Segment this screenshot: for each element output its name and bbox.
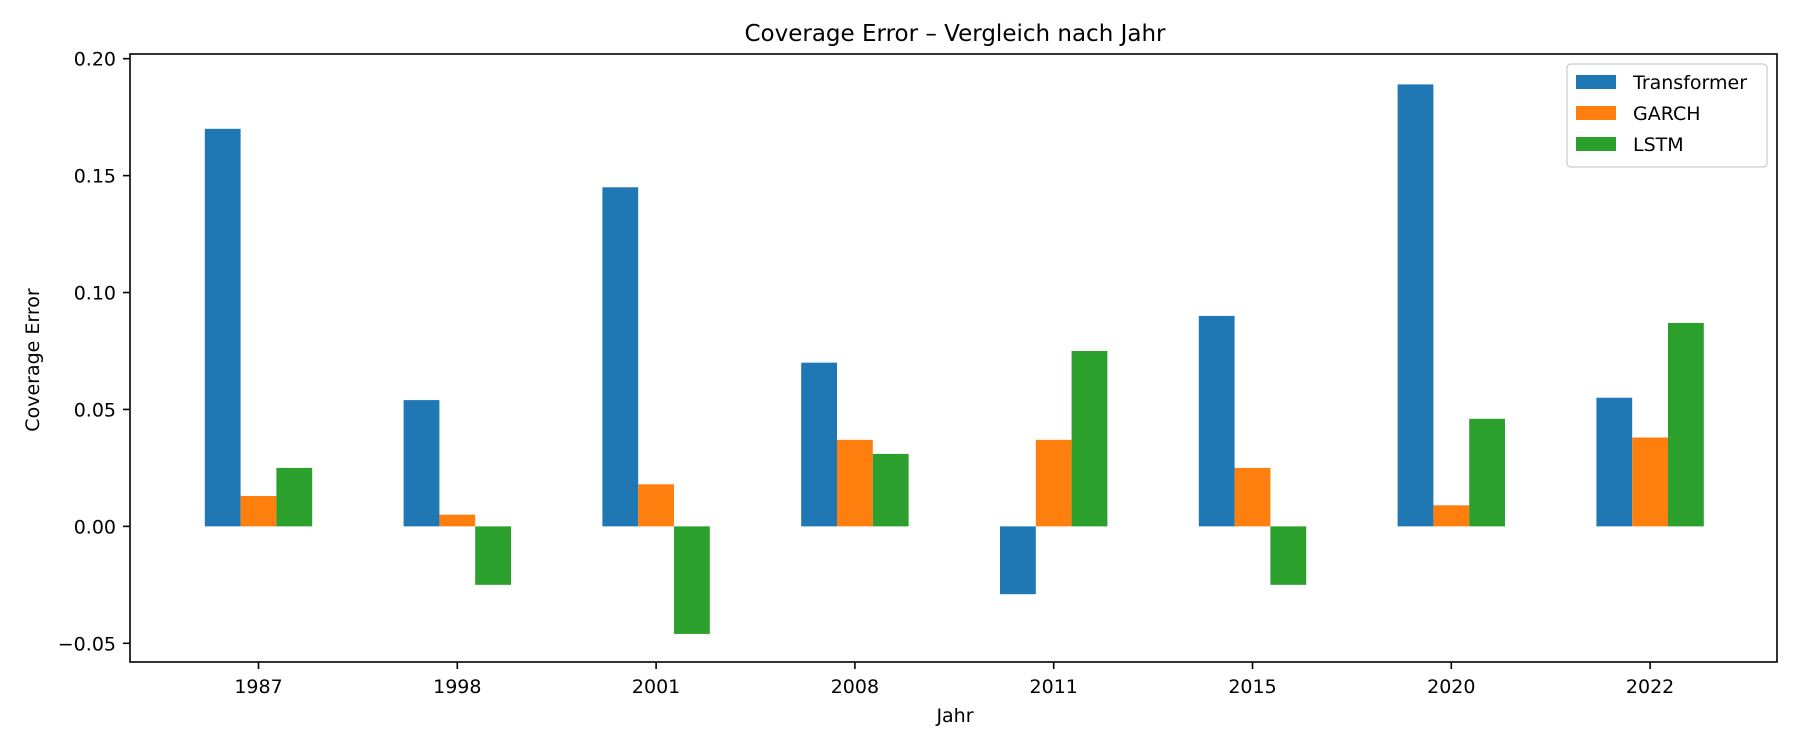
y-tick-label: −0.05 <box>58 633 116 655</box>
x-tick-label: 1987 <box>234 676 282 698</box>
bars-group <box>204 84 1704 634</box>
x-tick-label: 2011 <box>1030 676 1078 698</box>
bar-lstm-2001 <box>674 526 710 634</box>
bar-transformer-2001 <box>602 187 639 527</box>
bar-lstm-2008 <box>872 453 909 527</box>
legend-label-lstm: LSTM <box>1633 134 1684 156</box>
x-tick-label: 1998 <box>433 676 481 698</box>
y-axis: −0.05 0.00 0.05 0.10 0.15 0.20 <box>58 49 130 655</box>
legend-swatch-garch <box>1576 106 1616 120</box>
bar-garch-1987 <box>240 495 277 527</box>
legend-label-garch: GARCH <box>1633 103 1701 125</box>
y-tick-label: 0.10 <box>74 283 116 305</box>
y-axis-label: Coverage Error <box>22 288 44 432</box>
bar-transformer-2022 <box>1596 397 1633 527</box>
bar-lstm-2015 <box>1270 526 1307 585</box>
bar-transformer-2015 <box>1198 315 1235 527</box>
bar-lstm-1987 <box>276 467 313 527</box>
y-tick-label: 0.15 <box>74 166 116 188</box>
bar-transformer-1987 <box>204 128 241 527</box>
bar-transformer-1998 <box>403 400 440 527</box>
y-tick-label: 0.05 <box>74 399 116 421</box>
bar-garch-2020 <box>1433 505 1470 527</box>
x-tick-label: 2020 <box>1427 676 1475 698</box>
bar-lstm-1998 <box>475 526 511 585</box>
bar-garch-2001 <box>638 484 674 527</box>
y-tick-label: 0.00 <box>74 516 116 538</box>
x-axis: 1987 1998 2001 2008 2011 2015 2020 2022 <box>234 662 1674 698</box>
bar-transformer-2008 <box>801 362 837 527</box>
x-tick-label: 2015 <box>1228 676 1276 698</box>
legend-swatch-transformer <box>1576 75 1616 89</box>
legend: Transformer GARCH LSTM <box>1566 63 1768 168</box>
legend-swatch-lstm <box>1576 137 1616 151</box>
bar-lstm-2020 <box>1469 418 1505 527</box>
plot-frame <box>129 53 1778 663</box>
bar-garch-1998 <box>439 514 476 527</box>
bar-garch-2011 <box>1035 439 1072 527</box>
x-tick-label: 2001 <box>632 676 680 698</box>
chart-title: Coverage Error – Vergleich nach Jahr <box>744 21 1166 47</box>
x-axis-label: Jahr <box>935 705 973 727</box>
bar-lstm-2022 <box>1668 322 1704 527</box>
legend-box <box>1566 63 1768 168</box>
bar-garch-2015 <box>1234 467 1271 527</box>
bar-transformer-2011 <box>1000 526 1036 595</box>
bar-garch-2022 <box>1632 437 1668 527</box>
bar-transformer-2020 <box>1397 84 1434 527</box>
bar-garch-2008 <box>837 439 873 527</box>
y-tick-label: 0.20 <box>74 49 116 71</box>
x-tick-label: 2022 <box>1626 676 1674 698</box>
x-tick-label: 2008 <box>831 676 879 698</box>
legend-label-transformer: Transformer <box>1632 72 1747 94</box>
bar-lstm-2011 <box>1071 350 1108 527</box>
